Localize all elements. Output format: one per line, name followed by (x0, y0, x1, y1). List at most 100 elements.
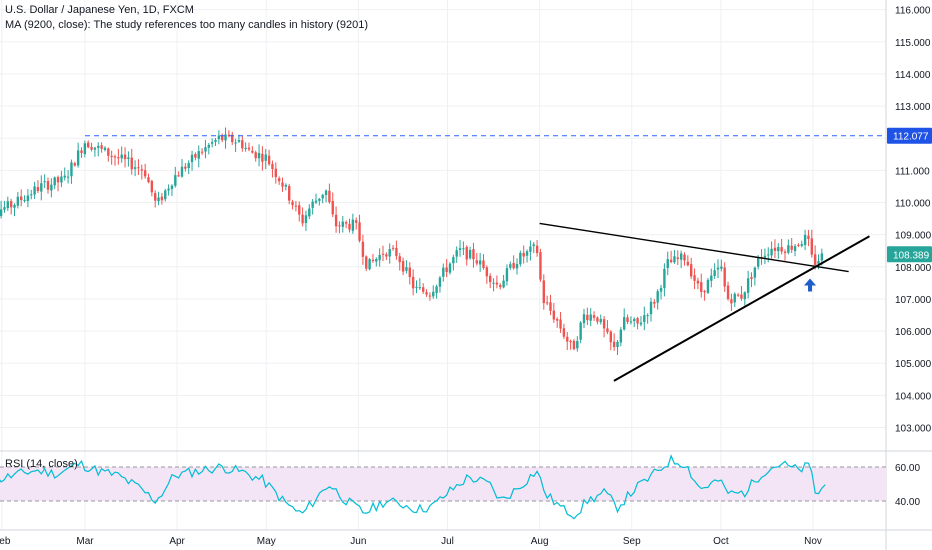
candle-20-body (46, 181, 50, 190)
candle-190-body (616, 341, 619, 348)
candle-25 (63, 167, 66, 181)
candle-35 (97, 142, 100, 157)
candle-193 (626, 314, 629, 325)
candle-199-body (646, 315, 649, 317)
candle-72 (221, 133, 224, 143)
rsi-legend[interactable]: RSI (14, close) (5, 458, 78, 470)
candle-132 (422, 283, 425, 294)
candle-92 (288, 183, 291, 205)
candle-68 (207, 142, 210, 155)
candle-245-body (800, 244, 803, 246)
price-tick-label-3: 113.000 (895, 102, 931, 113)
candle-63-body (190, 154, 194, 163)
candle-230-body (750, 277, 753, 279)
candle-75 (231, 131, 234, 145)
candle-175-body (566, 336, 569, 342)
candle-88-body (274, 168, 277, 177)
candle-30-body (80, 150, 83, 153)
candle-211 (686, 255, 690, 267)
candle-87 (271, 160, 274, 178)
candle-119 (378, 248, 381, 267)
time-tick-label-9: Nov (804, 536, 822, 547)
candle-108 (341, 216, 344, 233)
candle-62-body (187, 163, 190, 169)
candle-161-body (519, 252, 522, 265)
candle-204 (663, 263, 666, 297)
candle-93-body (291, 201, 294, 206)
candle-196-body (636, 318, 639, 324)
candle-166-body (535, 245, 539, 254)
candle-79 (244, 142, 247, 152)
candle-151-body (485, 267, 489, 277)
candle-73 (224, 127, 227, 149)
price-tick-label-11: 105.000 (895, 359, 932, 370)
candle-213 (693, 268, 696, 290)
candle-232-body (757, 257, 760, 267)
candle-215 (700, 273, 703, 298)
candle-117 (371, 253, 375, 263)
candle-114-body (361, 241, 365, 257)
candle-163 (525, 249, 529, 263)
candle-150-body (482, 260, 485, 268)
candle-194-body (629, 321, 633, 323)
candle-23-body (56, 177, 60, 183)
candle-90-body (281, 182, 284, 187)
candle-219-body (713, 270, 716, 276)
candle-6-body (0, 209, 3, 216)
candle-170 (549, 294, 552, 316)
candle-235 (767, 247, 770, 263)
candle-45-body (130, 157, 133, 170)
candle-115 (365, 255, 368, 272)
candle-56 (167, 184, 170, 196)
candle-76 (234, 138, 237, 153)
candle-248 (810, 229, 813, 258)
candle-159-body (512, 262, 515, 269)
candle-149 (478, 252, 482, 272)
candle-242 (790, 237, 793, 253)
candle-222 (723, 262, 726, 292)
candle-84-body (261, 153, 264, 162)
candle-110 (348, 218, 351, 233)
time-tick-label-5: Jul (441, 536, 454, 547)
candle-162 (522, 245, 525, 264)
candle-21 (50, 178, 53, 198)
chart-title[interactable]: U.S. Dollar / Japanese Yen, 1D, FXCM (5, 4, 194, 16)
candle-51 (150, 179, 154, 197)
candle-11 (16, 192, 20, 209)
candle-12 (20, 189, 23, 207)
rsi-band (0, 467, 886, 501)
candle-237-body (773, 247, 777, 251)
candle-217 (706, 278, 710, 294)
candle-151 (485, 265, 489, 284)
candle-52-body (154, 193, 157, 201)
time-axis[interactable]: Feb Mar Apr May Jun Jul Aug Sep Oct Nov (0, 536, 822, 547)
candle-219 (713, 263, 716, 280)
candle-181-body (586, 314, 589, 321)
candle-215-body (700, 282, 703, 292)
candle-249-body (813, 254, 817, 265)
candle-158-body (509, 264, 512, 268)
candle-203-body (659, 287, 663, 292)
candle-69-body (210, 142, 214, 144)
candle-210 (683, 252, 686, 266)
price-axis[interactable]: 116.000115.000114.000113.000112.000111.0… (887, 6, 932, 508)
candle-227 (740, 286, 743, 301)
candle-198 (643, 306, 646, 331)
candle-74-body (227, 134, 231, 136)
candle-246 (803, 229, 807, 251)
candle-149-body (478, 260, 482, 265)
candle-184 (596, 316, 599, 325)
candle-224-body (730, 299, 733, 304)
candle-246-body (803, 234, 807, 246)
candle-223-body (726, 285, 730, 300)
up-arrow-icon (804, 278, 817, 292)
candle-250-body (817, 261, 820, 264)
candle-188-body (609, 331, 612, 343)
candle-8-body (6, 201, 9, 209)
candle-134-body (428, 295, 432, 297)
candle-157-body (505, 268, 509, 282)
candle-130 (415, 280, 418, 294)
candle-39-body (110, 155, 113, 157)
candle-124-body (395, 247, 398, 257)
